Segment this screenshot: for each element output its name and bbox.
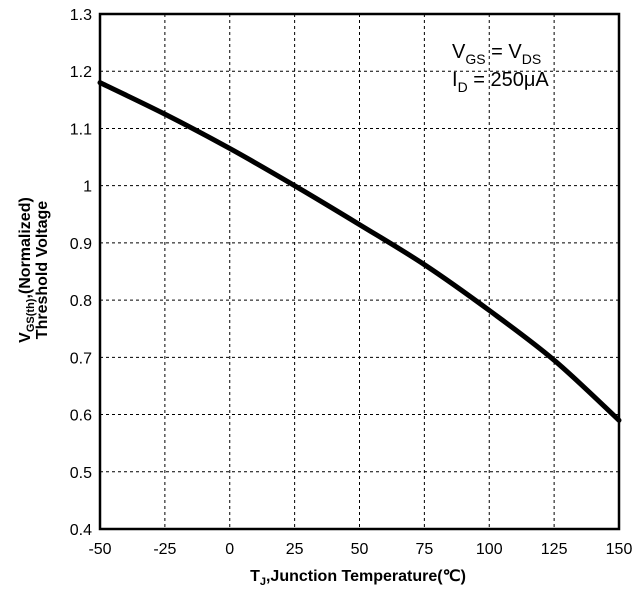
x-tick-label: 125 — [541, 541, 568, 558]
x-tick-label: 100 — [476, 541, 503, 558]
x-axis-title: TJ,Junction Temperature(℃) — [250, 568, 466, 588]
y-tick-label: 0.5 — [70, 465, 92, 482]
y-tick-label: 1.2 — [70, 64, 92, 81]
x-tick-label: -50 — [88, 541, 111, 558]
series-line — [97, 80, 622, 423]
x-tick-label: 75 — [415, 541, 433, 558]
y-tick-label: 0.6 — [70, 408, 92, 425]
y-tick-label: 0.7 — [70, 350, 92, 367]
y-tick-labels: 0.4 0.5 0.6 0.7 0.8 0.9 1 1.1 1.2 1.3 — [70, 7, 92, 539]
y-tick-label: 1.1 — [70, 121, 92, 138]
y-axis-title-line1: VGS(th),(Normalized) — [17, 197, 37, 343]
y-tick-label: 0.8 — [70, 293, 92, 310]
condition-vgs-vds: VGS = VDS — [452, 41, 541, 67]
y-tick-label: 0.4 — [70, 522, 92, 539]
x-tick-label: 25 — [286, 541, 304, 558]
plot-frame — [98, 12, 621, 531]
y-tick-label: 0.9 — [70, 236, 92, 253]
x-tick-labels: -50 -25 0 25 50 75 100 125 150 — [88, 541, 632, 558]
condition-id: ID = 250μA — [452, 69, 549, 95]
x-tick-label: 0 — [225, 541, 234, 558]
x-tick-label: 150 — [606, 541, 633, 558]
y-tick-label: 1.3 — [70, 7, 92, 24]
y-tick-label: 1 — [83, 179, 92, 196]
y-axis-title-line2: Threshold Voltage — [34, 201, 51, 339]
x-tick-label: 50 — [351, 541, 369, 558]
x-tick-label: -25 — [153, 541, 176, 558]
grid-lines — [100, 14, 619, 529]
